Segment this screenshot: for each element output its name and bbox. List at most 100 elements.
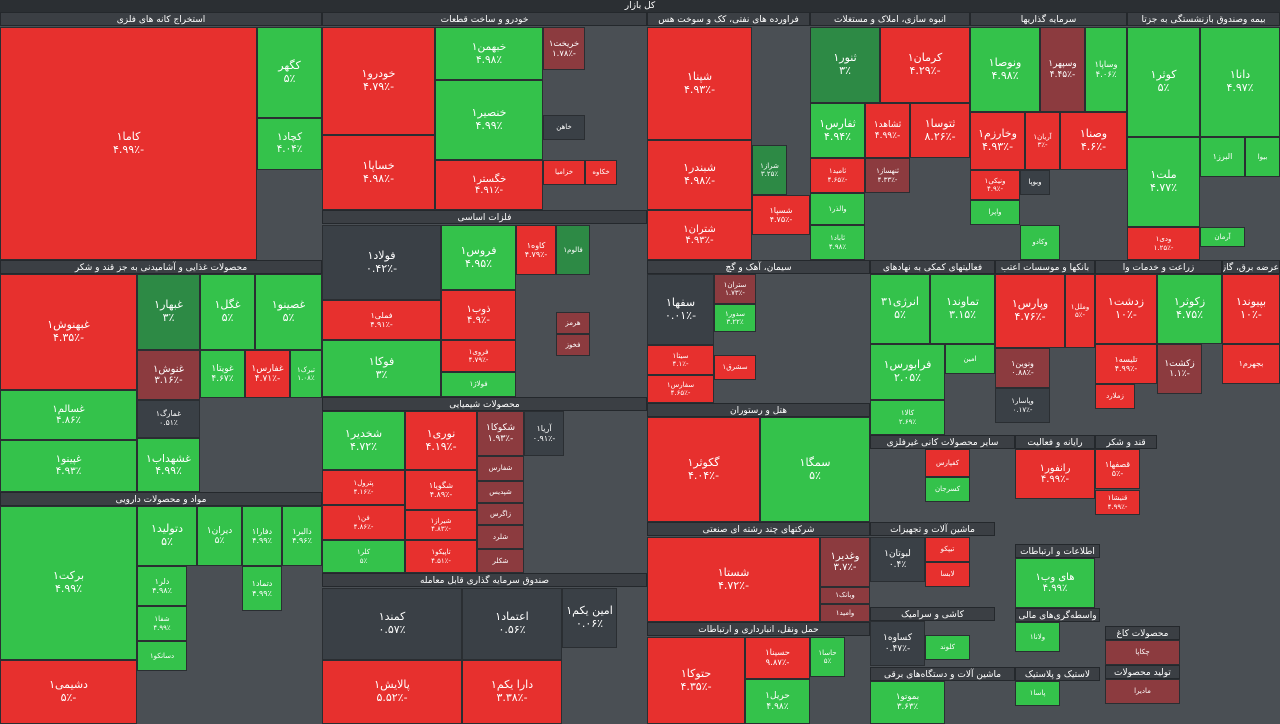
stock-tile[interactable]: وبانک۱: [820, 587, 870, 604]
stock-tile[interactable]: ونوصا۱ ۴.۹۸٪: [970, 27, 1040, 112]
stock-tile[interactable]: آرمان: [1200, 227, 1245, 247]
stock-tile[interactable]: سمگا۱ ۵٪: [760, 417, 870, 522]
stock-tile[interactable]: فولاد۱ -۰.۴۲٪: [322, 225, 441, 300]
stock-tile[interactable]: سفارس۱ -۴.۶۵٪: [647, 375, 714, 403]
stock-tile[interactable]: لبوتان۱ ۰.۴٪: [870, 537, 925, 582]
stock-tile[interactable]: غشهداب۱ ۴.۹۹٪: [137, 438, 200, 492]
stock-tile[interactable]: شبندر۱ -۴.۹۸٪: [647, 140, 752, 210]
stock-tile[interactable]: آریا۱ -۰.۹۱٪: [524, 411, 564, 456]
stock-tile[interactable]: امین یکم۱ ۰.۰۶٪: [562, 588, 617, 648]
stock-tile[interactable]: شراز۱ ۳.۲۵٪: [752, 145, 787, 195]
stock-tile[interactable]: تیپکو: [925, 537, 970, 562]
stock-tile[interactable]: کچاد۱ ۴.۰۴٪: [257, 118, 322, 170]
stock-tile[interactable]: حسینا۱ -۹.۸۷٪: [745, 637, 810, 679]
stock-tile[interactable]: وغدیر۱ -۳.۷٪: [820, 537, 870, 587]
stock-tile[interactable]: امین: [945, 344, 995, 374]
stock-tile[interactable]: گکوثر۱ -۴.۰۴٪: [647, 417, 760, 522]
stock-tile[interactable]: تاپیکو۱ -۴.۵۱٪: [405, 540, 477, 573]
stock-tile[interactable]: پالایش۱ -۵.۵۲٪: [322, 660, 462, 724]
stock-tile[interactable]: فرابورس۱ ۲.۰۵٪: [870, 344, 945, 400]
stock-tile[interactable]: کرمان۱ -۴.۲۹٪: [880, 27, 970, 103]
stock-tile[interactable]: ملت۱ ۴.۷۷٪: [1127, 137, 1200, 227]
stock-tile[interactable]: وپارس۱ -۴.۷۶٪: [995, 274, 1065, 348]
stock-tile[interactable]: زکوثر۱ ۴.۷۵٪: [1157, 274, 1222, 344]
stock-tile[interactable]: شکلر: [477, 549, 524, 573]
stock-tile[interactable]: غصینو۱ ۵٪: [255, 274, 322, 350]
stock-tile[interactable]: واپرا: [970, 200, 1020, 225]
stock-tile[interactable]: خریخت۱ -۱.۷۸٪: [543, 27, 585, 70]
stock-tile[interactable]: کالا۱ ۲.۶۹٪: [870, 400, 945, 435]
stock-tile[interactable]: بموتو۱ ۳.۶۳٪: [870, 681, 945, 724]
stock-tile[interactable]: وپاسار۱ -۰.۱۷٪: [995, 388, 1050, 423]
stock-tile[interactable]: سشرق۱: [714, 355, 756, 380]
stock-tile[interactable]: دلر۱ ۴.۹۸٪: [137, 566, 187, 606]
stock-tile[interactable]: تلیسه۱ -۴.۹۹٪: [1095, 344, 1157, 384]
stock-tile[interactable]: فروی۱ -۴.۷۹٪: [441, 340, 516, 372]
stock-tile[interactable]: دالبر۱ ۴.۹۶٪: [282, 506, 322, 566]
stock-tile[interactable]: دتولید۱ ۵٪: [137, 506, 197, 566]
stock-tile[interactable]: مادیرا: [1105, 679, 1180, 704]
stock-tile[interactable]: کمند۱ ۰.۵۷٪: [322, 588, 462, 660]
stock-tile[interactable]: بپیوند۱ -۱۰٪: [1222, 274, 1280, 344]
stock-tile[interactable]: قنیشا۱ -۴.۹۹٪: [1095, 490, 1140, 515]
stock-tile[interactable]: فالوم۱: [556, 225, 590, 275]
stock-tile[interactable]: غفارس۱ -۴.۷۱٪: [245, 350, 290, 398]
stock-tile[interactable]: کگهر ۵٪: [257, 27, 322, 118]
stock-tile[interactable]: ثنور۱ ۳٪: [810, 27, 880, 103]
stock-tile[interactable]: وامید۱: [820, 604, 870, 622]
stock-tile[interactable]: وملل۱ -۵٪: [1065, 274, 1095, 348]
stock-tile[interactable]: وکادو: [1020, 225, 1060, 260]
stock-tile[interactable]: ولانا۱: [1015, 622, 1060, 652]
stock-tile[interactable]: خگستر۱ -۴.۹۱٪: [435, 160, 543, 210]
stock-tile[interactable]: وسپهر۱ -۴.۴۵٪: [1040, 27, 1085, 112]
stock-tile[interactable]: شخدیر۱ ۴.۷۲٪: [322, 411, 405, 470]
stock-tile[interactable]: آریان۱ -۳٪: [1025, 112, 1060, 170]
stock-tile[interactable]: ثاباد۱ ۴.۹۸٪: [810, 225, 865, 260]
stock-tile[interactable]: فملی۱ -۴.۹۱٪: [322, 300, 441, 340]
stock-tile[interactable]: غمارگ۱ ۰.۵۱٪: [137, 400, 200, 438]
stock-tile[interactable]: شتران۱ -۴.۹۳٪: [647, 210, 752, 260]
stock-tile[interactable]: خساپا۱ -۴.۹۸٪: [322, 135, 435, 210]
stock-tile[interactable]: سیتا۱ -۴.۱٪: [647, 345, 714, 375]
stock-tile[interactable]: پاسا۱: [1015, 681, 1060, 706]
stock-tile[interactable]: فولاژ۱: [441, 372, 516, 397]
stock-tile[interactable]: کسرجان: [925, 477, 970, 502]
stock-tile[interactable]: شفا۱ ۴.۹۹٪: [137, 606, 187, 641]
stock-tile[interactable]: حریل۱ ۴.۹۸٪: [745, 679, 810, 724]
stock-tile[interactable]: دسانکو۱: [137, 641, 187, 671]
stock-tile[interactable]: غبهنوش۱ -۴.۳۵٪: [0, 274, 137, 390]
stock-tile[interactable]: دانا۱ ۴.۹۷٪: [1200, 27, 1280, 137]
stock-tile[interactable]: غنوش۱ -۳.۱۶٪: [137, 350, 200, 400]
stock-tile[interactable]: غگل۱ ۵٪: [200, 274, 255, 350]
stock-tile[interactable]: های وب۱ ۴.۹۹٪: [1015, 558, 1095, 608]
stock-tile[interactable]: وساپا۱ ۴.۰۶٪: [1085, 27, 1127, 112]
stock-tile[interactable]: بیوا: [1245, 137, 1280, 177]
stock-tile[interactable]: فروس۱ ۴.۹۵٪: [441, 225, 516, 290]
stock-tile[interactable]: خنصیر۱ ۴.۹۹٪: [435, 80, 543, 160]
stock-tile[interactable]: زملارد: [1095, 384, 1135, 409]
stock-tile[interactable]: کوثر۱ ۵٪: [1127, 27, 1200, 137]
stock-tile[interactable]: ودی۱ -۱.۲۵٪: [1127, 227, 1200, 260]
stock-tile[interactable]: ثتوسا۱ -۸.۲۶٪: [910, 103, 970, 158]
stock-tile[interactable]: خبهمن۱ ۴.۹۸٪: [435, 27, 543, 80]
stock-tile[interactable]: شلرد: [477, 525, 524, 549]
stock-tile[interactable]: فوکا۱ ۳٪: [322, 340, 441, 397]
stock-tile[interactable]: شکوکا۱ -۱.۹۳٪: [477, 411, 524, 456]
stock-tile[interactable]: دیران۱ ۵٪: [197, 506, 242, 566]
stock-tile[interactable]: تبرک۱ ۱.۰۸٪: [290, 350, 322, 398]
stock-tile[interactable]: غبهار۱ ۳٪: [137, 274, 200, 350]
stock-tile[interactable]: قصفها۱ -۵٪: [1095, 449, 1140, 489]
stock-tile[interactable]: شپنا۱ -۴.۹۳٪: [647, 27, 752, 140]
stock-tile[interactable]: دارا یکم۱ -۳.۳۸٪: [462, 660, 562, 724]
stock-tile[interactable]: وبوپا: [1020, 170, 1050, 195]
stock-tile[interactable]: کاوه۱ -۴.۷۹٪: [516, 225, 556, 275]
stock-tile[interactable]: انرژی۳۱ ۵٪: [870, 274, 930, 344]
stock-tile[interactable]: حاسا۱ ۵٪: [810, 637, 845, 677]
stock-tile[interactable]: شسپا۱ -۴.۷۵٪: [752, 195, 810, 235]
stock-tile[interactable]: شفارس: [477, 456, 524, 481]
stock-tile[interactable]: وصنا۱ -۴.۶٪: [1060, 112, 1127, 170]
stock-tile[interactable]: ثامید۱ -۴.۶۵٪: [810, 158, 865, 193]
stock-tile[interactable]: کلر۱ ۵٪: [322, 540, 405, 573]
stock-tile[interactable]: کفپارس: [925, 449, 970, 477]
stock-tile[interactable]: لابسا: [925, 562, 970, 587]
